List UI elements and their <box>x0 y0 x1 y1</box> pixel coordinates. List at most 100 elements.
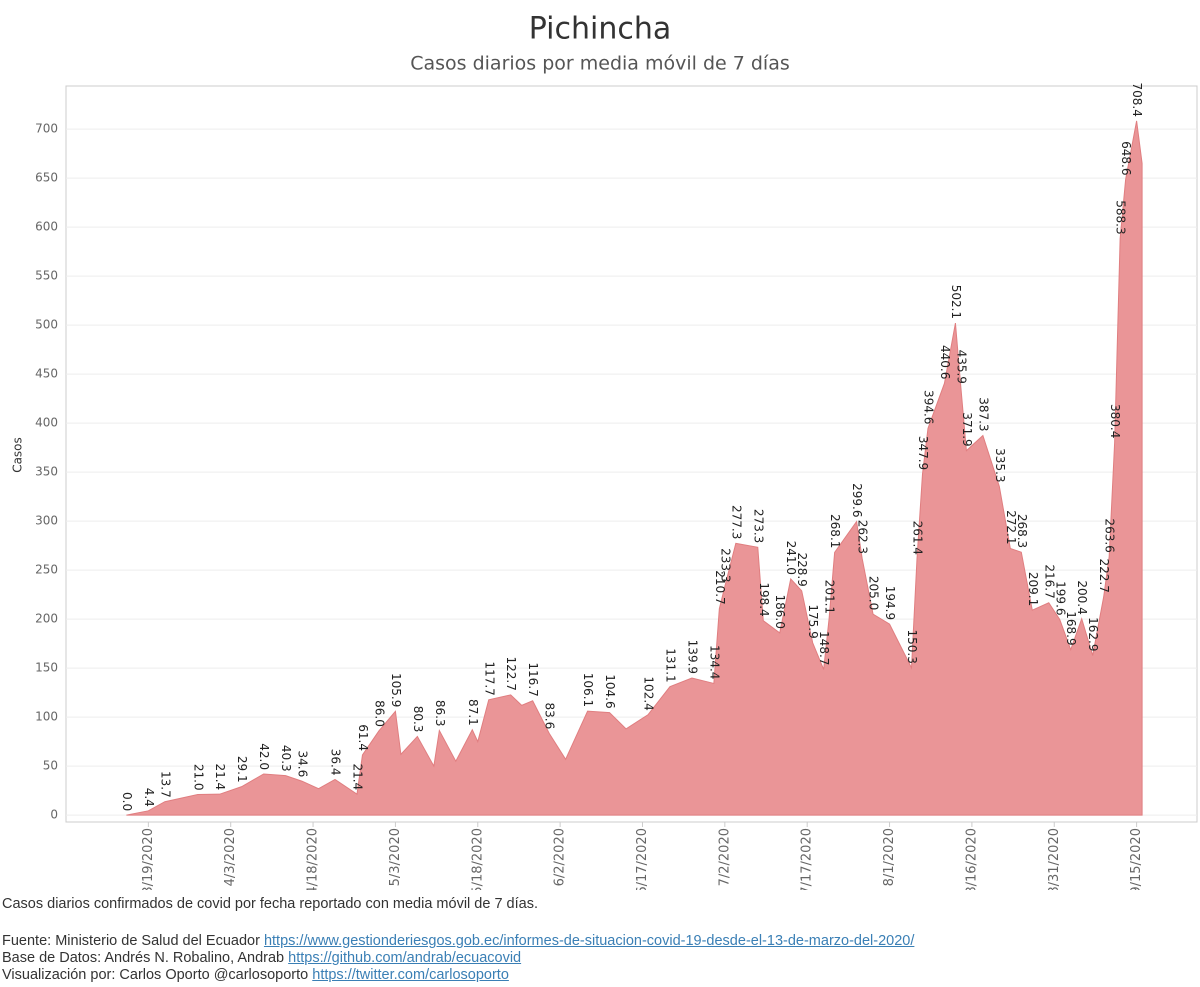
x-tick-label: 4/3/2020 <box>223 828 238 886</box>
data-label: 394.6 <box>921 390 935 424</box>
data-label: 21.0 <box>191 764 205 791</box>
x-tick-label: 4/18/2020 <box>306 828 321 890</box>
y-tick-label: 300 <box>35 514 58 528</box>
data-label: 122.7 <box>504 657 518 691</box>
x-tick-label: 6/2/2020 <box>553 828 568 886</box>
data-label: 216.7 <box>1042 564 1056 598</box>
data-label: 87.1 <box>466 699 480 726</box>
data-label: 168.9 <box>1064 611 1078 645</box>
data-label: 42.0 <box>257 743 271 770</box>
data-label: 150.3 <box>905 629 919 663</box>
database-text: Base de Datos: Andrés N. Robalino, Andra… <box>2 950 285 966</box>
data-label: 347.9 <box>916 436 930 470</box>
y-tick-label: 0 <box>50 808 58 822</box>
data-label: 588.3 <box>1114 200 1128 234</box>
x-tick-label: 8/1/2020 <box>882 828 897 886</box>
data-label: 116.7 <box>526 662 540 696</box>
data-label: 708.4 <box>1130 83 1144 117</box>
data-label: 228.9 <box>795 552 809 586</box>
data-label: 86.0 <box>372 700 386 727</box>
x-tick-label: 5/3/2020 <box>388 828 403 886</box>
source: Fuente: Ministerio de Salud del Ecuador … <box>2 933 914 949</box>
data-label: 86.3 <box>433 700 447 727</box>
data-label: 262.3 <box>856 520 870 554</box>
data-label: 205.0 <box>867 576 881 610</box>
data-label: 105.9 <box>389 673 403 707</box>
data-label: 0.0 <box>120 792 134 811</box>
y-tick-label: 450 <box>35 367 58 381</box>
data-label: 241.0 <box>784 541 798 575</box>
data-label: 268.1 <box>828 514 842 548</box>
data-label: 222.7 <box>1097 559 1111 593</box>
x-tick-label: 6/17/2020 <box>635 828 650 890</box>
x-tick-label: 3/19/2020 <box>141 828 156 890</box>
data-label: 83.6 <box>543 702 557 729</box>
data-label: 200.4 <box>1075 580 1089 614</box>
y-tick-label: 550 <box>35 269 58 283</box>
data-label: 299.6 <box>850 483 864 517</box>
data-label: 199.6 <box>1053 581 1067 615</box>
source-link[interactable]: https://www.gestionderiesgos.gob.ec/info… <box>263 933 915 949</box>
data-label: 233.3 <box>718 548 732 582</box>
data-label: 162.9 <box>1086 617 1100 651</box>
data-label: 440.6 <box>938 345 952 379</box>
data-label: 209.1 <box>1026 572 1040 606</box>
database-link[interactable]: https://github.com/andrab/ecuacovid <box>288 950 522 966</box>
data-label: 80.3 <box>411 706 425 733</box>
data-label: 131.1 <box>663 648 677 682</box>
y-tick-label: 650 <box>35 171 58 185</box>
x-tick-label: 7/17/2020 <box>800 828 815 890</box>
data-label: 648.6 <box>1119 141 1133 175</box>
data-label: 194.9 <box>883 586 897 620</box>
data-label: 139.9 <box>685 640 699 674</box>
data-label: 106.1 <box>581 673 595 707</box>
viz-text: Visualización por: Carlos Oporto @carlos… <box>2 967 309 983</box>
x-tick-label: 8/31/2020 <box>1047 828 1062 890</box>
data-label: 263.6 <box>1103 518 1117 552</box>
data-label: 117.7 <box>482 661 496 695</box>
data-label: 198.4 <box>757 582 771 616</box>
data-label: 102.4 <box>641 676 655 710</box>
source-text: Fuente: Ministerio de Salud del Ecuador <box>2 933 260 949</box>
data-label: 21.4 <box>350 763 364 790</box>
data-label: 380.4 <box>1108 404 1122 438</box>
y-tick-label: 50 <box>43 759 58 773</box>
x-tick-label: 5/18/2020 <box>470 828 485 890</box>
data-label: 34.6 <box>296 751 310 778</box>
data-label: 502.1 <box>949 285 963 319</box>
data-label: 61.4 <box>356 724 370 751</box>
y-tick-label: 350 <box>35 465 58 479</box>
data-label: 21.4 <box>213 763 227 790</box>
y-tick-label: 100 <box>35 710 58 724</box>
data-label: 387.3 <box>976 397 990 431</box>
y-tick-label: 150 <box>35 661 58 675</box>
chart: Pichincha Casos diarios por media móvil … <box>11 12 1198 890</box>
y-tick-label: 500 <box>35 318 58 332</box>
y-axis-label: Casos <box>11 437 25 473</box>
chart-subtitle: Casos diarios por media móvil de 7 días <box>410 53 790 75</box>
y-tick-label: 400 <box>35 416 58 430</box>
y-tick-label: 250 <box>35 563 58 577</box>
plot-frame <box>65 85 1198 823</box>
data-label: 175.9 <box>806 604 820 638</box>
data-label: 261.4 <box>910 521 924 555</box>
data-label: 273.3 <box>751 509 765 543</box>
visualization: Visualización por: Carlos Oporto @carlos… <box>2 967 509 983</box>
data-label: 277.3 <box>729 505 743 539</box>
note: Casos diarios confirmados de covid por f… <box>2 896 538 912</box>
data-label: 201.1 <box>823 580 837 614</box>
data-label: 186.0 <box>773 594 787 628</box>
x-tick-label: 7/2/2020 <box>717 828 732 886</box>
data-label: 148.7 <box>817 631 831 665</box>
x-tick-label: 9/15/2020 <box>1129 828 1144 890</box>
data-label: 335.3 <box>993 448 1007 482</box>
data-label: 40.3 <box>279 745 293 772</box>
data-label: 435.9 <box>954 350 968 384</box>
viz-link[interactable]: https://twitter.com/carlosoporto <box>312 967 509 983</box>
data-label: 29.1 <box>235 756 249 783</box>
data-label: 36.4 <box>329 749 343 776</box>
data-label: 272.1 <box>1004 510 1018 544</box>
data-label: 104.6 <box>603 674 617 708</box>
data-label: 371.9 <box>960 412 974 446</box>
